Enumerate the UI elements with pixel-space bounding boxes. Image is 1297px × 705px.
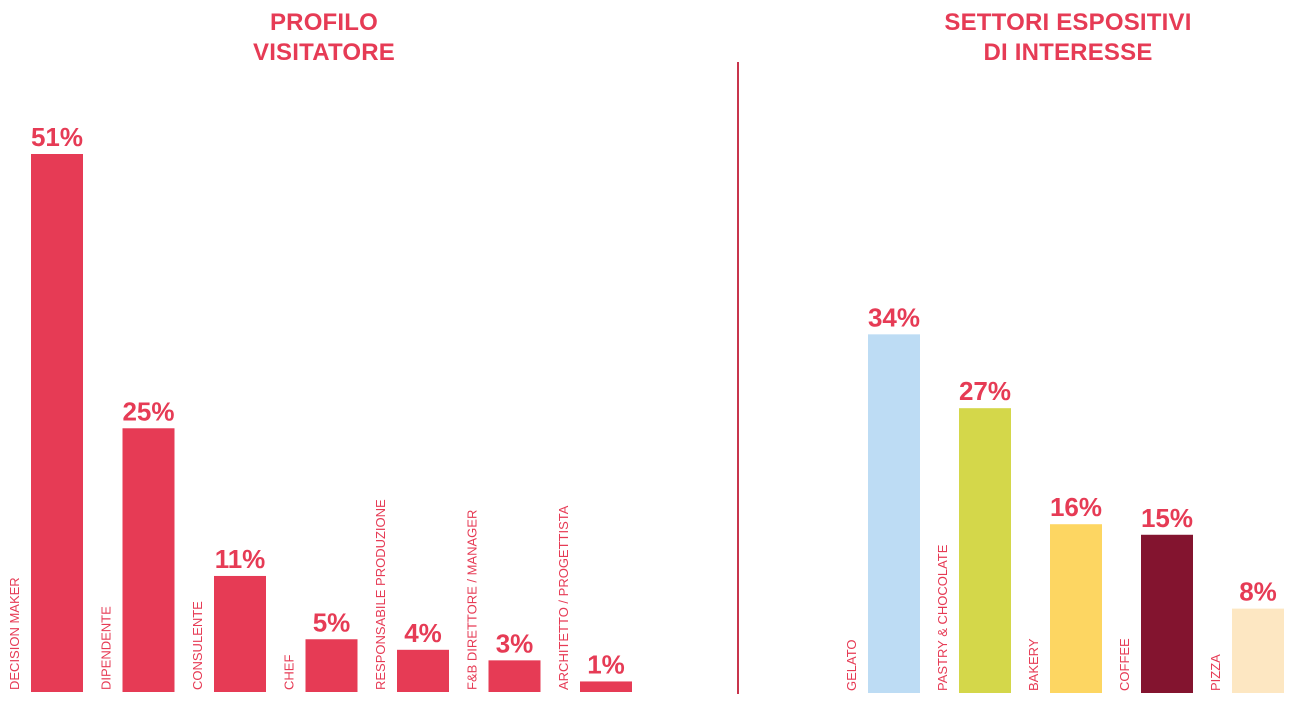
category-label: ARCHITETTO / PROGETTISTA [556,505,571,690]
chart-title-line-1: SETTORI ESPOSITIVI [944,9,1192,36]
category-label: BAKERY [1026,638,1041,691]
bar [397,649,449,692]
bar [122,428,175,692]
bar [580,681,632,692]
category-label: RESPONSABILE PRODUZIONE [373,499,388,690]
bar-value-label: 51% [31,122,83,152]
bar-value-label: 15% [1141,503,1193,533]
category-label: CONSULENTE [190,601,205,690]
category-label: DECISION MAKER [7,577,22,690]
bar-value-label: 34% [868,302,920,332]
chart-profilo-visitatore: 51% DECISION MAKER 25% DIPENDENTE 11% CONSULE… [7,122,632,692]
bar-value-label: 11% [215,544,266,574]
chart-title-line-2: VISITATORE [252,39,395,66]
category-label: CHEF [282,655,297,690]
bar-value-label: 27% [959,376,1011,406]
category-label: PASTRY & CHOCOLATE [935,544,950,691]
bar [305,639,358,692]
bar-value-label: 3% [496,628,534,658]
bar [214,575,266,692]
bar [488,660,541,692]
bar [1050,524,1102,693]
bar-value-label: 1% [587,649,625,679]
bar-value-label: 5% [313,607,351,637]
bar [1141,534,1193,693]
chart-title-settori: SETTORI ESPOSITIVI DI INTERESSE [918,8,1218,68]
bar [1232,608,1284,693]
chart-title-profilo: PROFILO VISITATORE [174,8,474,68]
chart-title-line-1: PROFILO [269,9,379,36]
bar-value-label: 16% [1050,492,1102,522]
category-label: GELATO [844,639,859,691]
bar-value-label: 8% [1239,577,1277,607]
bar [31,154,83,692]
bar [868,334,920,693]
bar-value-label: 25% [122,396,174,426]
category-label: PIZZA [1208,654,1223,691]
chart-divider [737,62,739,694]
bar [959,408,1011,693]
category-label: F&B DIRETTORE / MANAGER [465,510,480,690]
bar-value-label: 4% [404,618,442,648]
chart-title-line-2: DI INTERESSE [983,39,1153,66]
chart-settori-espositivi: 34% GELATO 27% PASTRY & CHOCOLATE 16% BAKERY 1… [844,302,1284,693]
category-label: COFFEE [1117,638,1132,691]
category-label: DIPENDENTE [99,606,114,690]
